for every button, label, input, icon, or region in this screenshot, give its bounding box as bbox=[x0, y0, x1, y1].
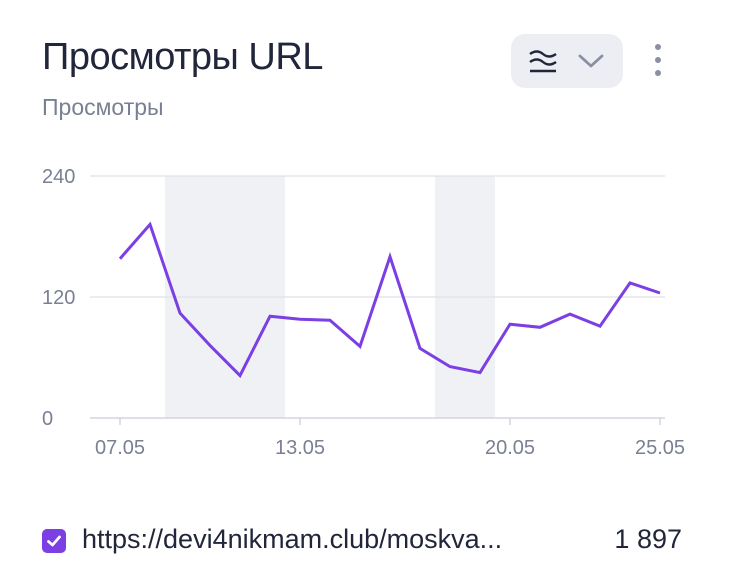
series-url[interactable]: https://devi4nikmam.club/moskva... bbox=[82, 524, 503, 554]
page-title: Просмотры URL bbox=[42, 36, 323, 78]
y-tick-label-240: 240 bbox=[42, 166, 75, 188]
wave-lines-icon bbox=[528, 47, 558, 80]
more-vertical-icon[interactable] bbox=[646, 40, 670, 82]
x-tick-label-3: 25.05 bbox=[635, 437, 685, 459]
chart-subtitle: Просмотры bbox=[42, 94, 164, 120]
x-tick-label-0: 07.05 bbox=[95, 437, 145, 459]
x-tick-label-1: 13.05 bbox=[275, 437, 325, 459]
checkmark-icon bbox=[47, 535, 61, 547]
chart-legend: https://devi4nikmam.club/moskva... 1 897 bbox=[42, 524, 682, 560]
line-chart: 0 120 240 07.05 13.05 20.05 25.05 bbox=[42, 166, 685, 459]
x-tick-label-2: 20.05 bbox=[485, 437, 535, 459]
y-tick-label-0: 0 bbox=[42, 408, 53, 430]
series-checkbox[interactable] bbox=[42, 529, 66, 553]
chevron-down-icon bbox=[577, 51, 605, 76]
chart-type-button[interactable] bbox=[511, 34, 623, 88]
y-tick-label-120: 120 bbox=[42, 287, 75, 309]
series-total: 1 897 bbox=[614, 524, 682, 554]
